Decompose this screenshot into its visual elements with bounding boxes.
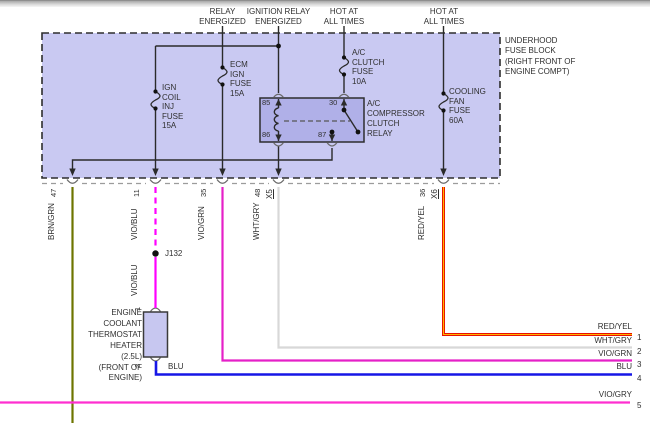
connector-pin-48: 48 <box>253 188 262 197</box>
rail-number-2: 2 <box>637 346 642 356</box>
heater-pin-1: 1 <box>133 306 142 311</box>
fuse-symbols <box>150 56 449 112</box>
wire-vio-grn <box>221 187 632 362</box>
rail-label-red-yel: RED/YEL <box>597 322 632 331</box>
rail-label-vio-grn: VIO/GRN <box>598 348 632 358</box>
feed-label-hot-at-all-times-1: HOT AT ALL TIMES <box>323 7 365 26</box>
splice-label: J132 <box>165 249 183 258</box>
rail-number-5: 5 <box>637 400 642 410</box>
relay-pin-arrows <box>275 99 348 141</box>
connector-id-x6: X6 <box>430 189 439 199</box>
connector-pin-47: 47 <box>49 188 58 197</box>
exit-arrows <box>69 168 447 176</box>
wire-label-brn-grn: BRN/GRN <box>47 203 56 240</box>
fuse-block-name: UNDERHOOD FUSE BLOCK (RIGHT FRONT OF ENG… <box>505 36 576 77</box>
rail-number-4: 4 <box>637 373 642 383</box>
connector-pin-11: 11 <box>132 189 141 197</box>
heater-box <box>142 311 169 358</box>
wire-red-yel-base <box>442 187 632 336</box>
wire-label-red-yel: RED/YEL <box>417 205 426 240</box>
wire-blu <box>154 361 632 376</box>
relay-coil-symbol <box>273 107 279 132</box>
relay-pin-85: 85 <box>262 98 271 107</box>
ign-coil-inj-fuse-symbol <box>150 90 161 110</box>
feed-label-relay-energized: RELAY ENERGIZED <box>199 7 246 26</box>
rail-number-3: 3 <box>637 360 642 369</box>
wire-label-vio-grn: VIO/GRN <box>197 206 206 240</box>
junction-dot <box>276 43 281 49</box>
wire-wht-gry <box>277 187 632 349</box>
ac-clutch-fuse-label: A/C CLUTCH FUSE 10A <box>352 48 385 86</box>
rail-label-wht-gry: WHT/GRY <box>594 335 632 345</box>
feed-label-ignition-relay-energized: IGNITION RELAY ENERGIZED <box>246 7 311 26</box>
relay-pin-86: 86 <box>262 130 271 139</box>
cooling-fan-fuse-label: COOLING FAN FUSE 60A <box>449 87 486 125</box>
ecm-ign-fuse-symbol <box>217 66 228 86</box>
wire-label-blu-left: BLU <box>168 362 184 371</box>
rail-label-blu: BLU <box>616 362 632 371</box>
wire-label-vio-blu-upper: VIO/BLU <box>130 208 139 240</box>
cooling-fan-fuse-symbol <box>438 92 449 112</box>
connector-id-x5: X5 <box>265 189 274 199</box>
relay-switch-arm <box>343 109 359 133</box>
wire-label-vio-blu-lower: VIO/BLU <box>130 264 139 296</box>
connector-pin-35: 35 <box>199 188 208 197</box>
rail-number-1: 1 <box>637 333 642 342</box>
heater-pin-2: 2 <box>133 363 142 368</box>
rail-label-vio-gry: VIO/GRY <box>598 390 632 399</box>
ign-coil-inj-fuse-label: IGN COIL INJ FUSE 15A <box>162 83 184 131</box>
relay-name: A/C COMPRESSOR CLUTCH RELAY <box>367 99 425 138</box>
fuse-end-dots <box>153 55 446 113</box>
connector-pin-36: 36 <box>418 188 427 197</box>
relay-contact-dots <box>329 107 361 135</box>
relay-pin-30: 30 <box>329 98 338 107</box>
relay-box <box>259 97 365 143</box>
feed-label-hot-at-all-times-2: HOT AT ALL TIMES <box>423 7 465 26</box>
wire-red-yel-stripe <box>442 187 632 336</box>
page-top-divider <box>0 0 650 7</box>
ecm-ign-fuse-label: ECM IGN FUSE 15A <box>230 60 252 98</box>
splice-dot <box>152 250 159 257</box>
wire-label-wht-gry: WHT/GRY <box>252 202 261 240</box>
ac-clutch-fuse-symbol <box>338 56 350 76</box>
relay-pin-87: 87 <box>318 130 327 139</box>
heater-name: ENGINE COOLANT THERMOSTAT HEATER (2.5L) … <box>88 308 142 383</box>
